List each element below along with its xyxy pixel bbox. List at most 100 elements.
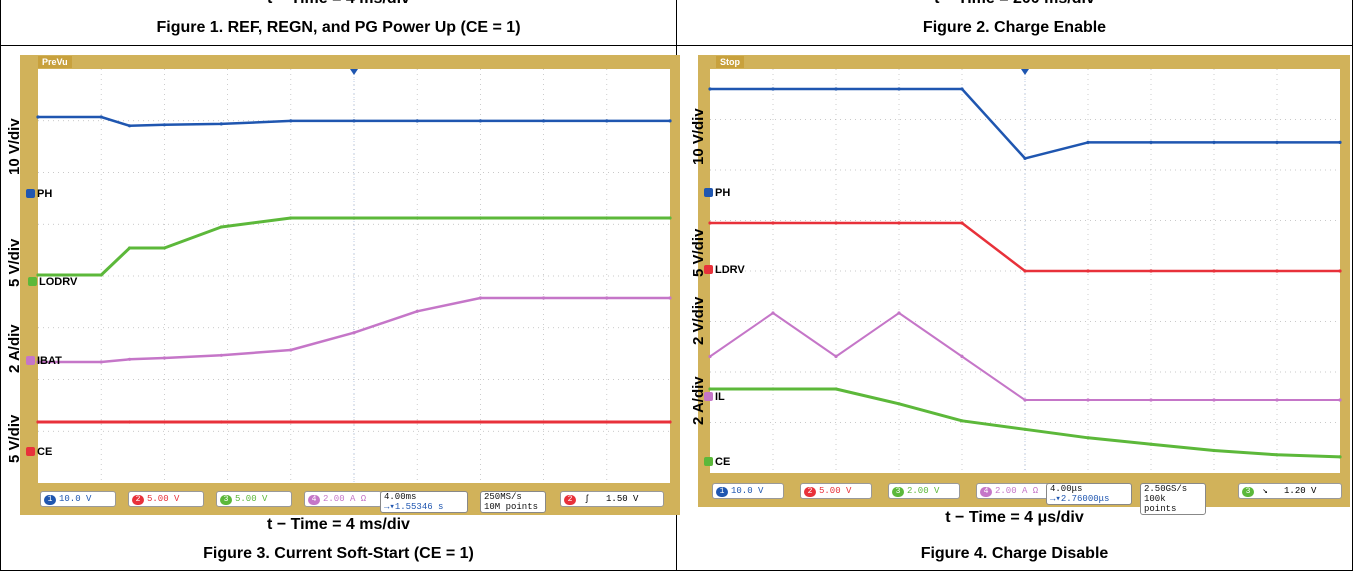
ch4-marker-icon	[26, 356, 35, 365]
data-point-lodrv	[289, 216, 293, 220]
data-point-il	[834, 354, 838, 359]
ch2-marker-icon	[26, 447, 35, 456]
data-point-ce	[708, 387, 712, 391]
scope-screenshot-fig4: Stop 10 V/div 5 V/div 2 V/div 2 A/div PH…	[690, 55, 1350, 515]
data-point-ldrv	[1149, 269, 1153, 273]
channel-label-ldrv: LDRV	[704, 264, 745, 276]
data-point-ph	[605, 119, 609, 123]
ch4-scale-readout: 4 2.00 A Ω	[976, 483, 1050, 499]
data-point-ce	[99, 420, 103, 424]
data-point-il	[1275, 398, 1279, 402]
data-point-ph	[708, 87, 712, 91]
top-left-axis-caption: t − Time = 4 ms/div	[0, 0, 677, 8]
vdiv-label-2: 5 V/div	[6, 238, 23, 287]
data-point-ldrv	[1023, 269, 1027, 273]
top-right-axis-caption: t − Time = 200 ms/div	[676, 0, 1353, 8]
ch2-scale-readout: 2 5.00 V	[800, 483, 872, 499]
vdiv-label-4: 5 V/div	[6, 414, 23, 463]
data-point-ce	[1149, 442, 1153, 446]
data-point-lodrv	[162, 246, 166, 250]
data-point-il	[708, 354, 712, 359]
data-point-ibat	[36, 360, 40, 364]
timebase-readout: 4.00μs →▾2.76000μs	[1046, 483, 1132, 505]
data-point-ph	[1338, 140, 1342, 144]
data-point-ce	[162, 420, 166, 424]
data-point-ph	[162, 123, 166, 127]
data-point-ibat	[162, 356, 166, 360]
data-point-ph	[542, 119, 546, 123]
fig3-figure-title: Figure 3. Current Soft-Start (CE = 1)	[203, 545, 474, 562]
channel-label-il: IL	[704, 391, 725, 403]
vdiv-label-1: 10 V/div	[6, 118, 23, 175]
data-point-ibat	[289, 348, 293, 352]
data-point-ce	[478, 420, 482, 424]
data-point-il	[1212, 398, 1216, 402]
data-point-il	[897, 311, 901, 315]
data-point-ldrv	[834, 221, 838, 225]
data-point-il	[1149, 398, 1153, 402]
data-point-ph	[1086, 140, 1090, 144]
data-point-ce	[1086, 436, 1090, 440]
channel-label-ph: PH	[26, 188, 52, 200]
data-point-ph	[219, 122, 223, 126]
data-point-ce	[668, 420, 672, 424]
data-point-ce	[960, 419, 964, 423]
data-point-ldrv	[771, 221, 775, 225]
data-point-ce	[542, 420, 546, 424]
data-point-lodrv	[219, 225, 223, 229]
data-point-lodrv	[99, 273, 103, 277]
data-point-ldrv	[1086, 269, 1090, 273]
data-point-ibat	[605, 296, 609, 300]
data-point-ph	[36, 115, 40, 119]
ch1-scale-readout: 1 10.0 V	[712, 483, 784, 499]
data-point-ce	[1338, 455, 1342, 459]
data-point-ldrv	[708, 221, 712, 225]
ch3-scale-readout: 3 5.00 V	[216, 491, 292, 507]
data-point-lodrv	[415, 216, 419, 220]
ch2-scale-readout: 2 5.00 V	[128, 491, 204, 507]
data-point-il	[771, 311, 775, 315]
fig4-figure-title: Figure 4. Charge Disable	[920, 545, 1109, 562]
data-point-ldrv	[1275, 269, 1279, 273]
data-point-ldrv	[960, 221, 964, 225]
ch4-scale-readout: 4 2.00 A Ω	[304, 491, 382, 507]
data-point-ph	[897, 87, 901, 91]
series-line-ibat	[38, 296, 670, 364]
scope-status-fig4: Stop	[716, 56, 744, 68]
data-point-il	[1086, 398, 1090, 402]
data-point-ph	[1023, 156, 1027, 160]
data-point-il	[1338, 398, 1342, 402]
sample-rate-readout: 2.50GS/s 100k points	[1140, 483, 1206, 515]
data-point-ldrv	[1338, 269, 1342, 273]
vdiv-label-3: 2 A/div	[6, 324, 23, 373]
data-point-ce	[834, 387, 838, 391]
data-point-il	[960, 354, 964, 359]
data-point-ibat	[219, 353, 223, 357]
data-point-ce	[771, 387, 775, 391]
ch1-scale-readout: 1 10.0 V	[40, 491, 116, 507]
data-point-ph	[1149, 140, 1153, 144]
data-point-ce	[1275, 453, 1279, 457]
data-point-ce	[415, 420, 419, 424]
sample-rate-readout: 250MS/s 10M points	[480, 491, 546, 513]
data-point-ce	[352, 420, 356, 424]
series-line-lodrv	[38, 216, 670, 277]
ch1-marker-icon	[26, 189, 35, 198]
data-point-ce	[605, 420, 609, 424]
channel-label-lodrv: LODRV	[28, 276, 77, 288]
data-point-ph	[352, 119, 356, 123]
data-point-il	[1023, 398, 1027, 402]
top-left-figure-title: Figure 1. REF, REGN, and PG Power Up (CE…	[156, 19, 521, 36]
trigger-position-icon	[1021, 69, 1029, 75]
fig4-axis-caption: t − Time = 4 μs/div	[945, 509, 1084, 526]
data-point-ph	[289, 119, 293, 123]
ch4-marker-icon	[704, 392, 713, 401]
data-point-lodrv	[352, 216, 356, 220]
trigger-readout: 3 ↘ 1.20 V	[1238, 483, 1342, 499]
channel-label-ibat: IBAT	[26, 355, 62, 367]
channel-label-ce: CE	[26, 446, 52, 458]
data-point-ibat	[99, 360, 103, 364]
data-point-ce	[36, 420, 40, 424]
trigger-readout: 2 ʃ 1.50 V	[560, 491, 664, 507]
data-point-lodrv	[36, 273, 40, 277]
